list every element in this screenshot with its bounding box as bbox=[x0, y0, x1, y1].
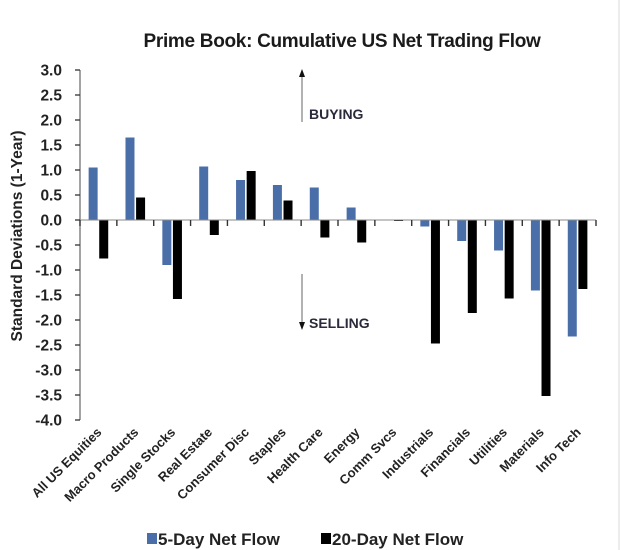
bar-20-day-health-care bbox=[320, 220, 330, 238]
legend-label-20-day: 20-Day Net Flow bbox=[332, 530, 464, 549]
bar-20-day-real-estate bbox=[209, 220, 219, 235]
y-tick-label: -3.5 bbox=[35, 388, 62, 405]
bar-5-day-health-care bbox=[309, 187, 319, 220]
bar-5-day-staples bbox=[272, 185, 282, 220]
bar-5-day-macro-products bbox=[125, 137, 135, 220]
x-tick-label: Single Stocks bbox=[107, 425, 178, 496]
selling-annotation: SELLING bbox=[299, 274, 370, 331]
y-tick-label: 0.0 bbox=[40, 213, 62, 230]
legend-label-5-day: 5-Day Net Flow bbox=[158, 530, 281, 549]
bar-20-day-single-stocks bbox=[172, 220, 182, 299]
legend-swatch-20-day bbox=[321, 533, 331, 544]
legend-swatch-5-day bbox=[147, 533, 157, 544]
bar-5-day-real-estate bbox=[199, 166, 209, 220]
y-tick-label: 1.0 bbox=[40, 163, 62, 180]
y-tick-label: 1.5 bbox=[40, 138, 62, 155]
bar-5-day-materials bbox=[530, 220, 540, 291]
x-axis bbox=[79, 219, 597, 226]
y-tick-label: -2.5 bbox=[35, 338, 62, 355]
bar-20-day-financials bbox=[467, 220, 477, 313]
bar-20-day-energy bbox=[357, 220, 367, 243]
y-tick-label: 3.0 bbox=[40, 63, 62, 80]
buying-annotation: BUYING bbox=[299, 69, 364, 122]
bar-5-day-utilities bbox=[494, 220, 504, 251]
bar-5-day-industrials bbox=[420, 220, 430, 227]
buying-label: BUYING bbox=[309, 106, 364, 122]
y-tick-label: -4.0 bbox=[35, 413, 62, 430]
bar-20-day-utilities bbox=[504, 220, 514, 299]
y-tick-label: 2.5 bbox=[40, 88, 62, 105]
y-tick-label: -0.5 bbox=[35, 238, 62, 255]
bar-20-day-consumer-disc bbox=[246, 171, 256, 220]
bar-20-day-staples bbox=[283, 200, 293, 220]
bar-20-day-info-tech bbox=[578, 220, 588, 289]
y-tick-label: -1.0 bbox=[35, 263, 62, 280]
legend: 5-Day Net Flow 20-Day Net Flow bbox=[147, 530, 464, 549]
y-tick-label: -1.5 bbox=[35, 288, 62, 305]
bar-20-day-materials bbox=[541, 220, 551, 396]
up-arrow-icon bbox=[299, 69, 305, 77]
bar-20-day-all-us-equities bbox=[99, 220, 109, 259]
bar-5-day-single-stocks bbox=[162, 220, 172, 265]
y-tick-label: -2.0 bbox=[35, 313, 62, 330]
chart-title: Prime Book: Cumulative US Net Trading Fl… bbox=[143, 31, 541, 52]
y-axis-label: Standard Deviations (1-Year) bbox=[9, 130, 26, 341]
bar-5-day-consumer-disc bbox=[236, 180, 246, 220]
bar-5-day-energy bbox=[346, 207, 356, 220]
bar-5-day-info-tech bbox=[567, 220, 577, 337]
bar-20-day-macro-products bbox=[136, 197, 146, 220]
y-axis: 3.0 2.5 2.0 1.5 1.0 0.5 0.0 -0.5 -1.0 -1.5 -2.0 -2.… bbox=[35, 63, 81, 430]
bar-20-day-industrials bbox=[430, 220, 440, 344]
bar-5-day-financials bbox=[457, 220, 467, 241]
down-arrow-icon bbox=[299, 322, 305, 330]
bar-5-day-all-us-equities bbox=[88, 167, 98, 220]
bars bbox=[88, 137, 588, 396]
y-tick-label: -3.0 bbox=[35, 363, 62, 380]
y-tick-label: 2.0 bbox=[40, 113, 62, 130]
y-tick-label: 0.5 bbox=[40, 188, 62, 205]
selling-label: SELLING bbox=[309, 315, 370, 331]
